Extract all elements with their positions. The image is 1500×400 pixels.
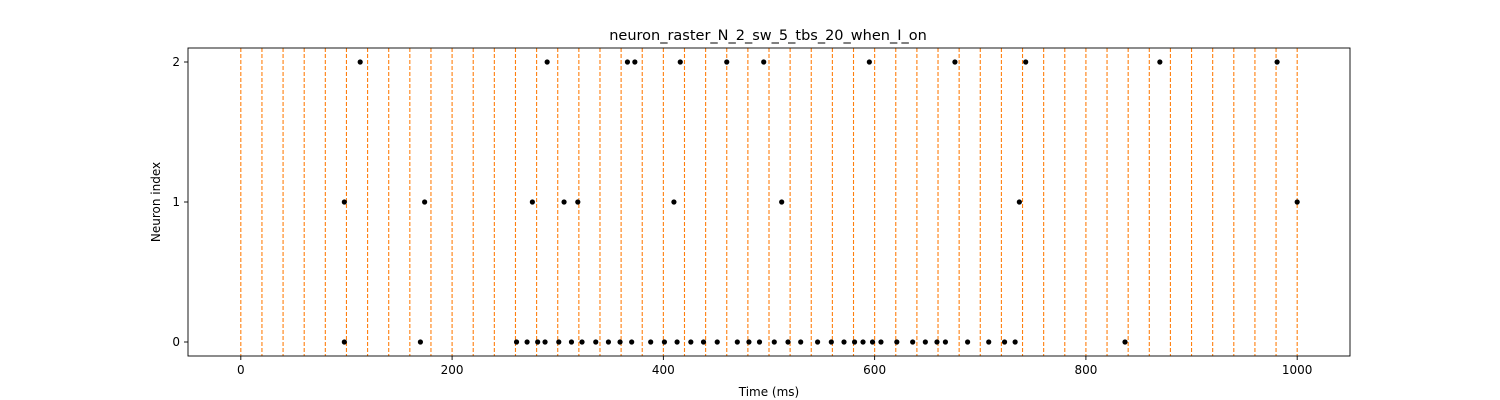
spike-point: [1122, 339, 1128, 345]
spike-point: [341, 199, 347, 205]
spike-point: [544, 59, 550, 65]
y-axis-ticks: 0 1 2: [172, 55, 188, 349]
x-tick-label: 200: [441, 363, 464, 377]
spike-point: [798, 339, 804, 345]
spike-point: [746, 339, 752, 345]
spike-point: [952, 59, 958, 65]
spike-point: [561, 199, 567, 205]
spike-point: [964, 339, 971, 345]
x-axis-label: Time (ms): [738, 385, 800, 399]
spike-point: [714, 339, 720, 345]
spike-point: [828, 339, 834, 345]
spike-point: [724, 59, 730, 65]
spike-point: [617, 339, 623, 345]
x-tick-label: 1000: [1282, 363, 1313, 377]
x-tick-label: 800: [1074, 363, 1097, 377]
spike-point: [629, 339, 635, 345]
spike-point: [1016, 199, 1022, 205]
spike-point: [841, 339, 847, 345]
spike-point: [661, 339, 668, 345]
spike-point: [1023, 59, 1029, 65]
spike-point: [579, 339, 585, 345]
spike-point: [513, 339, 520, 345]
y-axis-label: Neuron index: [149, 162, 163, 242]
spike-point: [860, 339, 866, 345]
spike-point: [671, 199, 677, 205]
x-tick-label: 600: [863, 363, 886, 377]
spike-point: [779, 199, 785, 205]
y-tick-label: 1: [172, 195, 180, 209]
spike-point: [942, 339, 949, 345]
spike-point: [771, 339, 777, 345]
spike-point: [756, 339, 763, 345]
spike-point: [814, 339, 821, 345]
spike-point: [734, 339, 740, 345]
stimulus-lines: [240, 48, 1298, 356]
spike-point: [535, 339, 541, 345]
chart-title: neuron_raster_N_2_sw_5_tbs_20_when_I_on: [609, 28, 927, 44]
spike-point: [341, 339, 347, 345]
spike-point: [878, 339, 884, 345]
spike-point: [542, 339, 548, 345]
y-tick-label: 2: [172, 55, 180, 69]
spike-point: [632, 59, 638, 65]
spike-point: [785, 339, 791, 345]
spike-point: [529, 199, 535, 205]
x-tick-label: 0: [237, 363, 245, 377]
spike-point: [677, 59, 683, 65]
spike-point: [568, 339, 575, 345]
spike-point: [674, 339, 680, 345]
spike-point: [624, 59, 631, 65]
spike-point: [605, 339, 612, 345]
spike-point: [922, 339, 928, 345]
x-tick-label: 400: [652, 363, 675, 377]
spike-point: [851, 339, 858, 345]
spike-point: [1157, 59, 1163, 65]
spike-point: [556, 339, 562, 345]
x-axis-ticks: 0 200 400 600 800 1000: [237, 356, 1312, 377]
spike-point: [910, 339, 916, 345]
spike-point: [1294, 199, 1300, 205]
spike-points: [341, 59, 1300, 345]
spike-point: [1001, 339, 1008, 345]
spike-point: [934, 339, 940, 345]
spike-point: [761, 59, 767, 65]
spike-point: [1274, 59, 1280, 65]
spike-point: [869, 339, 876, 345]
spike-point: [422, 199, 428, 205]
spike-point: [357, 59, 363, 65]
spike-point: [700, 339, 707, 345]
spike-point: [1012, 339, 1018, 345]
spike-point: [894, 339, 900, 345]
spike-point: [593, 339, 599, 345]
spike-point: [688, 339, 694, 345]
spike-point: [648, 339, 654, 345]
y-tick-label: 0: [172, 335, 180, 349]
spike-point: [575, 199, 581, 205]
spike-point: [866, 59, 872, 65]
spike-point: [986, 339, 992, 345]
spike-point: [417, 339, 423, 345]
spike-point: [524, 339, 530, 345]
